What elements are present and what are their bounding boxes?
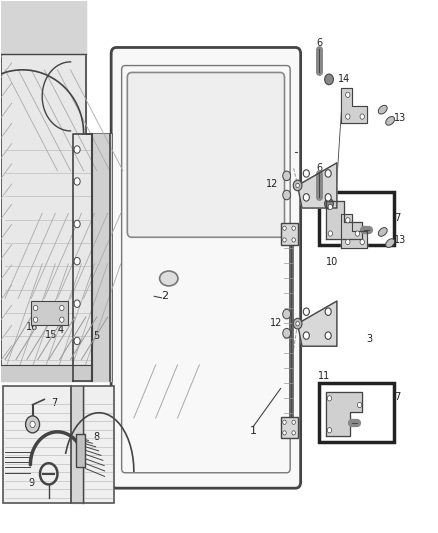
Circle shape bbox=[328, 204, 332, 209]
Circle shape bbox=[360, 239, 364, 245]
Circle shape bbox=[327, 427, 332, 433]
Circle shape bbox=[327, 395, 332, 401]
Ellipse shape bbox=[386, 239, 395, 247]
Circle shape bbox=[357, 402, 362, 408]
Text: 12: 12 bbox=[269, 318, 282, 328]
Circle shape bbox=[325, 332, 331, 340]
Text: 6: 6 bbox=[316, 163, 322, 173]
Text: 1: 1 bbox=[250, 426, 257, 437]
Circle shape bbox=[303, 193, 309, 201]
Bar bbox=[282, 417, 298, 438]
FancyBboxPatch shape bbox=[111, 47, 300, 488]
Polygon shape bbox=[297, 163, 337, 208]
Text: 11: 11 bbox=[318, 371, 330, 381]
Bar bbox=[3, 386, 114, 503]
Circle shape bbox=[74, 220, 80, 228]
Circle shape bbox=[303, 332, 309, 340]
Bar bbox=[3, 386, 114, 503]
Bar bbox=[76, 434, 85, 467]
Circle shape bbox=[328, 231, 332, 236]
Circle shape bbox=[296, 183, 299, 188]
Ellipse shape bbox=[386, 117, 395, 125]
Polygon shape bbox=[92, 134, 111, 381]
Ellipse shape bbox=[378, 228, 387, 236]
Text: 7: 7 bbox=[51, 398, 57, 408]
Circle shape bbox=[60, 317, 64, 322]
Text: 8: 8 bbox=[94, 432, 100, 442]
Polygon shape bbox=[341, 214, 367, 248]
Polygon shape bbox=[326, 200, 362, 239]
Circle shape bbox=[283, 238, 286, 242]
Circle shape bbox=[292, 420, 295, 424]
Circle shape bbox=[325, 74, 333, 85]
Circle shape bbox=[292, 226, 295, 230]
Polygon shape bbox=[1, 365, 92, 381]
Text: 15: 15 bbox=[45, 329, 57, 340]
Circle shape bbox=[325, 198, 333, 209]
Circle shape bbox=[60, 305, 64, 311]
Circle shape bbox=[30, 421, 35, 427]
Polygon shape bbox=[1, 1, 112, 381]
Text: 6: 6 bbox=[316, 38, 322, 48]
Circle shape bbox=[33, 305, 38, 311]
Polygon shape bbox=[326, 392, 362, 435]
Circle shape bbox=[296, 321, 299, 326]
Text: 2: 2 bbox=[161, 290, 168, 301]
Polygon shape bbox=[341, 88, 367, 123]
Bar bbox=[319, 383, 394, 442]
Text: 16: 16 bbox=[26, 322, 39, 332]
Circle shape bbox=[283, 171, 290, 181]
Circle shape bbox=[355, 231, 360, 236]
Bar bbox=[282, 223, 298, 245]
FancyBboxPatch shape bbox=[127, 72, 285, 237]
Circle shape bbox=[74, 337, 80, 345]
Text: 3: 3 bbox=[367, 334, 373, 344]
Polygon shape bbox=[71, 386, 84, 503]
Text: 4: 4 bbox=[58, 325, 64, 335]
Circle shape bbox=[74, 257, 80, 265]
Polygon shape bbox=[297, 301, 337, 346]
Circle shape bbox=[346, 114, 350, 119]
Circle shape bbox=[292, 238, 295, 242]
Text: 12: 12 bbox=[266, 179, 279, 189]
Circle shape bbox=[283, 328, 290, 338]
Circle shape bbox=[346, 217, 350, 223]
Text: 17: 17 bbox=[390, 392, 402, 402]
Circle shape bbox=[325, 308, 331, 316]
Ellipse shape bbox=[159, 271, 178, 286]
Text: 13: 13 bbox=[394, 235, 406, 245]
Circle shape bbox=[33, 317, 38, 322]
Circle shape bbox=[283, 190, 290, 200]
Text: 13: 13 bbox=[394, 112, 406, 123]
Text: 14: 14 bbox=[338, 199, 350, 209]
Circle shape bbox=[25, 416, 39, 433]
Circle shape bbox=[283, 309, 290, 319]
Circle shape bbox=[293, 318, 302, 329]
Text: 14: 14 bbox=[338, 75, 350, 84]
Circle shape bbox=[303, 308, 309, 316]
Circle shape bbox=[74, 146, 80, 154]
Bar bbox=[31, 301, 68, 325]
Text: 3: 3 bbox=[367, 209, 373, 220]
Circle shape bbox=[283, 226, 286, 230]
Circle shape bbox=[325, 193, 331, 201]
Circle shape bbox=[346, 239, 350, 245]
Text: 5: 5 bbox=[94, 330, 100, 341]
Text: 9: 9 bbox=[28, 478, 34, 488]
Circle shape bbox=[293, 180, 302, 191]
Circle shape bbox=[303, 169, 309, 177]
Circle shape bbox=[74, 300, 80, 308]
Bar bbox=[319, 192, 394, 245]
Circle shape bbox=[292, 431, 295, 435]
Circle shape bbox=[283, 420, 286, 424]
Text: 17: 17 bbox=[390, 213, 402, 223]
Circle shape bbox=[325, 169, 331, 177]
Circle shape bbox=[283, 431, 286, 435]
Circle shape bbox=[360, 114, 364, 119]
Polygon shape bbox=[1, 1, 86, 54]
Circle shape bbox=[346, 92, 350, 98]
Text: 10: 10 bbox=[325, 257, 338, 267]
Ellipse shape bbox=[378, 106, 387, 114]
Circle shape bbox=[74, 177, 80, 185]
